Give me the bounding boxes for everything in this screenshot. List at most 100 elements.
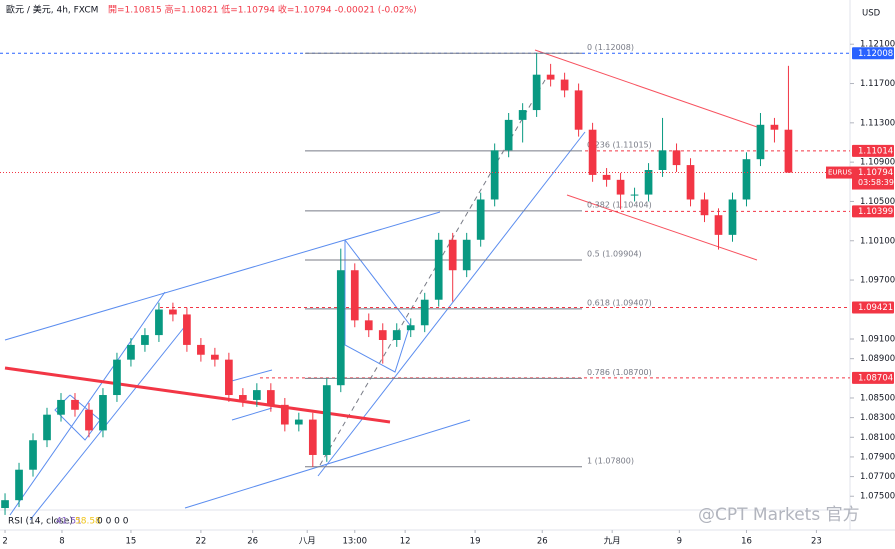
- candle-body: [532, 74, 541, 111]
- price-label: 1.08704: [858, 373, 893, 383]
- candle-body: [616, 179, 625, 195]
- y-tick-label: 1.10900: [860, 158, 895, 168]
- x-tick-label: 13:00: [343, 537, 368, 547]
- fib-label: 0.618 (1.09407): [587, 298, 652, 307]
- candle-body: [183, 314, 191, 345]
- candle-body: [560, 79, 569, 91]
- candle-body: [127, 344, 135, 360]
- y-tick-label: 1.08900: [860, 354, 895, 364]
- candle-body: [700, 199, 709, 216]
- price-label: 1.12008: [858, 49, 893, 59]
- trendline: [29, 319, 191, 521]
- trendline: [227, 369, 273, 383]
- x-tick-label: 26: [537, 537, 548, 547]
- fib-label: 0.786 (1.08700): [587, 368, 652, 377]
- y-tick-label: 1.12100: [860, 40, 895, 50]
- candle-body: [141, 335, 149, 345]
- y-tick-label: 1.11700: [860, 79, 895, 89]
- fib-label: 0 (1.12008): [587, 43, 634, 52]
- candle-body: [294, 419, 303, 425]
- candle-body: [99, 395, 107, 431]
- candle-body: [434, 239, 443, 300]
- candle-body: [15, 469, 23, 501]
- symbol-label: EURUSD: [828, 169, 857, 177]
- candle-body: [57, 399, 65, 415]
- candle-body: [686, 165, 695, 200]
- candle-body: [155, 309, 163, 336]
- ohlc: 開=1.10815 高=1.10821 低=1.10794 收=1.10794 …: [108, 4, 417, 16]
- price-label: 1.09421: [858, 303, 893, 313]
- y-tick-label: 1.07700: [860, 472, 895, 482]
- rsi-label: RSI (14, close): [8, 517, 73, 527]
- candle-body: [252, 390, 261, 400]
- candle-body: [350, 270, 359, 321]
- trendline: [4, 211, 441, 341]
- candle-body: [420, 299, 429, 326]
- candle-body: [29, 440, 37, 470]
- candle-body: [574, 90, 583, 130]
- x-tick-label: 八月: [299, 537, 316, 547]
- price-label: 1.11014: [858, 146, 893, 156]
- price-label: 1.10399: [858, 207, 893, 217]
- trendline: [9, 291, 166, 516]
- candle-body: [392, 330, 401, 340]
- candle-body: [336, 270, 345, 386]
- candle-body: [169, 309, 177, 315]
- candle-body: [588, 129, 597, 175]
- candle-body: [504, 119, 513, 151]
- candle-body: [239, 395, 247, 400]
- rsi-value: 58.58: [75, 517, 101, 527]
- x-tick-label: 22: [195, 537, 206, 547]
- triangle: [344, 239, 411, 373]
- trendline: [566, 194, 758, 261]
- y-tick-label: 1.08500: [860, 393, 895, 403]
- y-tick-label: 1.09100: [860, 335, 895, 345]
- last-price-label: 1.10794: [858, 168, 893, 178]
- x-tick-label: 2: [2, 537, 7, 547]
- price-label-box: [852, 371, 894, 384]
- candle-body: [113, 359, 121, 396]
- candle-body: [197, 344, 205, 355]
- y-tick-label: 1.08300: [860, 413, 895, 423]
- candle-body: [308, 419, 317, 455]
- candle-body: [784, 129, 793, 173]
- candle-body: [280, 404, 289, 425]
- fib-label: 1 (1.07800): [587, 456, 634, 465]
- price-label-box: [852, 144, 894, 157]
- candle-body: [378, 330, 387, 340]
- candle-body: [742, 159, 751, 200]
- y-tick-label: 1.09700: [860, 276, 895, 286]
- candle-body: [85, 409, 93, 431]
- candle-body: [1, 500, 9, 509]
- x-tick-label: 19: [470, 537, 481, 547]
- x-tick-label: 9: [677, 537, 682, 547]
- candle-body: [672, 150, 681, 166]
- y-tick-label: 1.10500: [860, 197, 895, 207]
- countdown: 03:58:39: [858, 178, 894, 187]
- trendline: [231, 407, 273, 421]
- candle-body: [364, 320, 373, 331]
- candle-body: [71, 399, 79, 410]
- candle-body: [728, 199, 737, 235]
- candle-body: [770, 124, 779, 130]
- candle-body: [462, 239, 471, 271]
- trendline: [534, 49, 761, 129]
- price-label-box: [852, 301, 894, 314]
- candle-body: [756, 124, 765, 160]
- fib-label: 0.5 (1.09904): [587, 250, 642, 259]
- watermark: @CPT Markets 官方: [698, 505, 860, 525]
- x-tick-label: 8: [59, 537, 64, 547]
- candle-body: [266, 390, 275, 405]
- rsi-extra: 0 0 0 0: [97, 517, 129, 527]
- x-tick-label: 12: [400, 537, 411, 547]
- x-tick-label: 九月: [604, 537, 621, 547]
- currency: USD: [862, 9, 881, 19]
- candle-body: [602, 174, 611, 180]
- y-tick-label: 1.10100: [860, 236, 895, 246]
- candle-body: [644, 170, 653, 195]
- y-tick-label: 1.11300: [860, 118, 895, 128]
- x-tick-label: 26: [247, 537, 258, 547]
- candle-body: [211, 354, 219, 360]
- price-label-box: [852, 205, 894, 218]
